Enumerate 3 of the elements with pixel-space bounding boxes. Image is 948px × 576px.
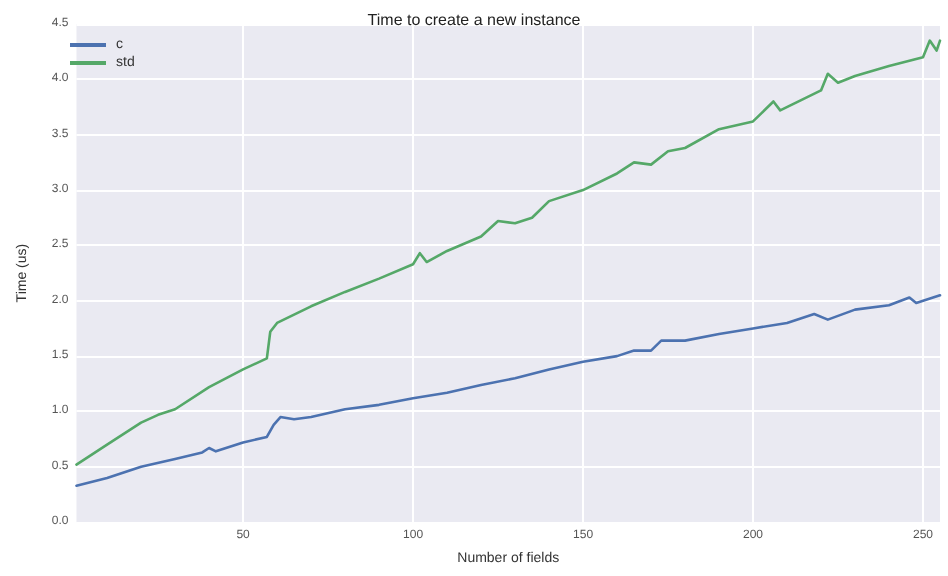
line-series xyxy=(75,39,942,466)
line-series xyxy=(75,293,942,487)
chart-title: Time to create a new instance xyxy=(367,11,582,29)
